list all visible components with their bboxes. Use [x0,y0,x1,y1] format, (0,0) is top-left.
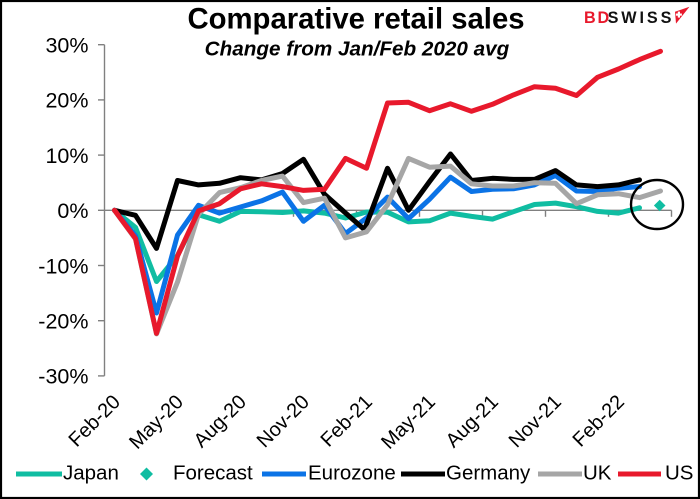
svg-text:UK: UK [583,462,612,485]
svg-text:US: US [665,462,693,485]
svg-text:0%: 0% [57,199,88,223]
svg-text:Germany: Germany [446,462,531,485]
svg-text:20%: 20% [45,89,88,113]
svg-text:-10%: -10% [38,254,88,278]
svg-text:Change from Jan/Feb 2020 avg: Change from Jan/Feb 2020 avg [205,38,510,61]
svg-text:-30%: -30% [38,365,88,389]
svg-text:SWISS: SWISS [608,9,675,27]
svg-text:Comparative retail sales: Comparative retail sales [187,3,524,36]
svg-text:10%: 10% [45,144,88,168]
svg-text:BD: BD [584,9,611,27]
svg-text:-20%: -20% [38,310,88,334]
svg-text:Eurozone: Eurozone [308,462,396,485]
svg-text:Japan: Japan [63,462,119,485]
svg-text:Forecast: Forecast [173,462,253,485]
svg-text:30%: 30% [45,34,88,58]
